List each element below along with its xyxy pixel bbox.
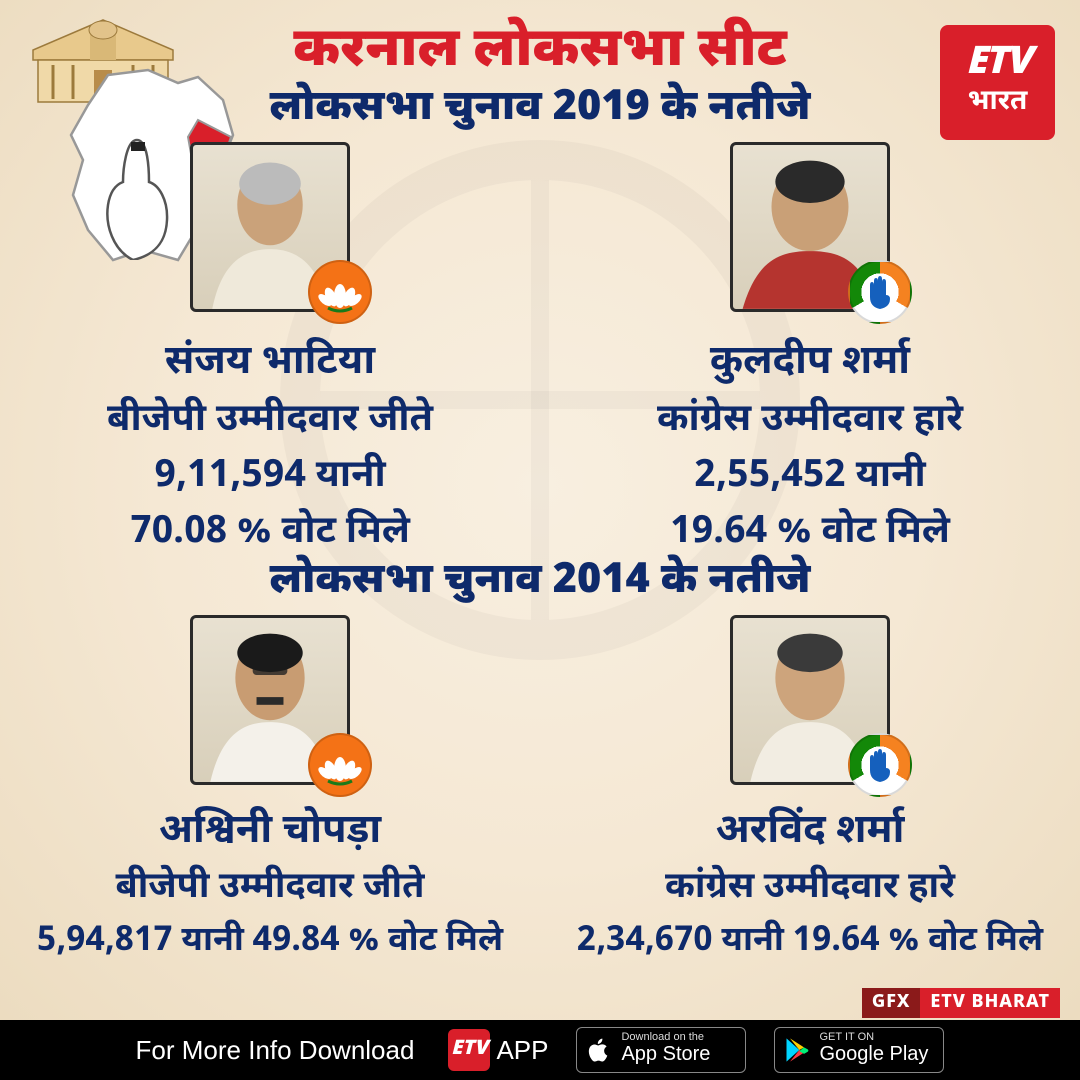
subtitle-2019: लोकसभा चुनाव 2019 के नतीजे [269,82,810,137]
etv-app-icon: ETV [448,1029,490,1071]
etv-bharat-label: ETV BHARAT [920,988,1060,1018]
candidate-2019-bjp: संजय भाटिया बीजेपी उम्मीदवार जीते 9,11,5… [0,142,540,558]
logo-bottom: भारत [968,85,1028,121]
candidate-2014-inc: अरविंद शर्मा कांग्रेस उम्मीदवार हारे 2,3… [540,615,1080,964]
bjp-badge-icon [308,733,372,797]
votes-percent-line: 5,94,817 यानी 49.84 % वोट मिले [37,920,503,964]
app-store-button[interactable]: Download on the App Store [576,1027,746,1073]
footer-text: For More Info Download [136,1035,415,1066]
votes-line: 9,11,594 यानी [154,452,385,502]
google-play-button[interactable]: GET IT ON Google Play [774,1027,944,1073]
percent-line: 19.64 % वोट मिले [670,508,950,558]
results-2019-row: संजय भाटिया बीजेपी उम्मीदवार जीते 9,11,5… [0,142,1080,558]
gfx-label: GFX [862,988,920,1018]
google-play-icon [783,1036,811,1064]
candidate-name: अश्विनी चोपड़ा [159,807,381,859]
candidate-2019-inc: कुलदीप शर्मा कांग्रेस उम्मीदवार हारे 2,5… [540,142,1080,558]
play-big: Google Play [819,1043,931,1065]
gfx-credit-badge: GFX ETV BHARAT [862,988,1060,1018]
appstore-big: App Store [621,1043,733,1065]
appstore-small: Download on the [621,1032,733,1043]
bjp-badge-icon [308,260,372,324]
votes-percent-line: 2,34,670 यानी 19.64 % वोट मिले [577,920,1043,964]
candidate-name: कुलदीप शर्मा [710,338,910,390]
logo-top: ETV [966,45,1030,83]
inc-badge-icon [848,733,912,797]
candidate-2014-bjp: अश्विनी चोपड़ा बीजेपी उम्मीदवार जीते 5,9… [0,615,540,964]
party-result-line: बीजेपी उम्मीदवार जीते [107,396,433,446]
apple-icon [585,1036,613,1064]
page-title: करनाल लोकसभा सीट [293,18,787,88]
party-result-line: बीजेपी उम्मीदवार जीते [116,865,425,912]
app-label: APP [496,1035,548,1066]
results-2014-row: अश्विनी चोपड़ा बीजेपी उम्मीदवार जीते 5,9… [0,615,1080,964]
etv-bharat-logo: ETV भारत [940,25,1055,140]
candidate-name: अरविंद शर्मा [716,807,905,859]
download-footer: For More Info Download ETV APP Download … [0,1020,1080,1080]
party-result-line: कांग्रेस उम्मीदवार हारे [665,865,955,912]
candidate-name: संजय भाटिया [165,338,375,390]
inc-badge-icon [848,260,912,324]
percent-line: 70.08 % वोट मिले [130,508,410,558]
votes-line: 2,55,452 यानी [694,452,925,502]
party-result-line: कांग्रेस उम्मीदवार हारे [657,396,963,446]
play-small: GET IT ON [819,1032,931,1043]
subtitle-2014: लोकसभा चुनाव 2014 के नतीजे [269,555,810,610]
